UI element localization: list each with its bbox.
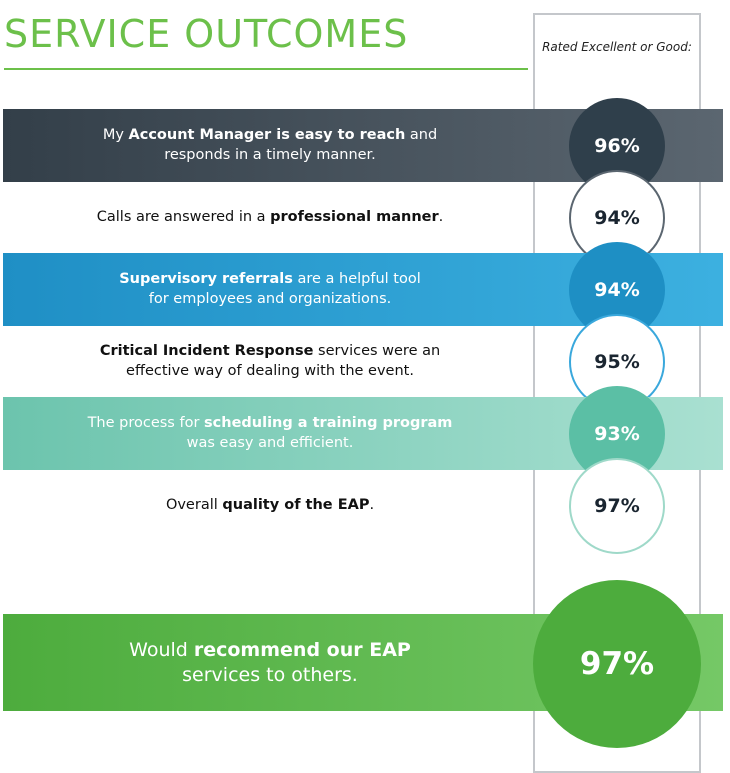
row-statement: Calls are answered in a professional man…	[96, 209, 444, 225]
rating-value: 97%	[594, 495, 640, 517]
page-title: SERVICE OUTCOMES	[4, 12, 409, 56]
row-statement: Overall quality of the EAP.	[165, 497, 375, 513]
row-statement: Critical Incident Response services were…	[99, 343, 441, 379]
rating-value: 93%	[594, 423, 640, 445]
recommend-value: 97%	[579, 646, 655, 682]
recommend-text: Would recommend our EAP services to other…	[129, 639, 411, 686]
rating-value: 94%	[594, 207, 640, 229]
column-header: Rated Excellent or Good:	[542, 40, 692, 54]
recommend-circle: 97%	[533, 580, 701, 748]
row-statement: The process for scheduling a training pr…	[87, 415, 453, 451]
rating-value: 95%	[594, 351, 640, 373]
row-statement: Supervisory referrals are a helpful tool…	[119, 271, 421, 307]
row-statement: My Account Manager is easy to reach and r…	[102, 127, 438, 163]
rating-circle: 97%	[569, 458, 665, 554]
title-divider	[4, 68, 528, 70]
rating-value: 94%	[594, 279, 640, 301]
rating-value: 96%	[594, 135, 640, 157]
